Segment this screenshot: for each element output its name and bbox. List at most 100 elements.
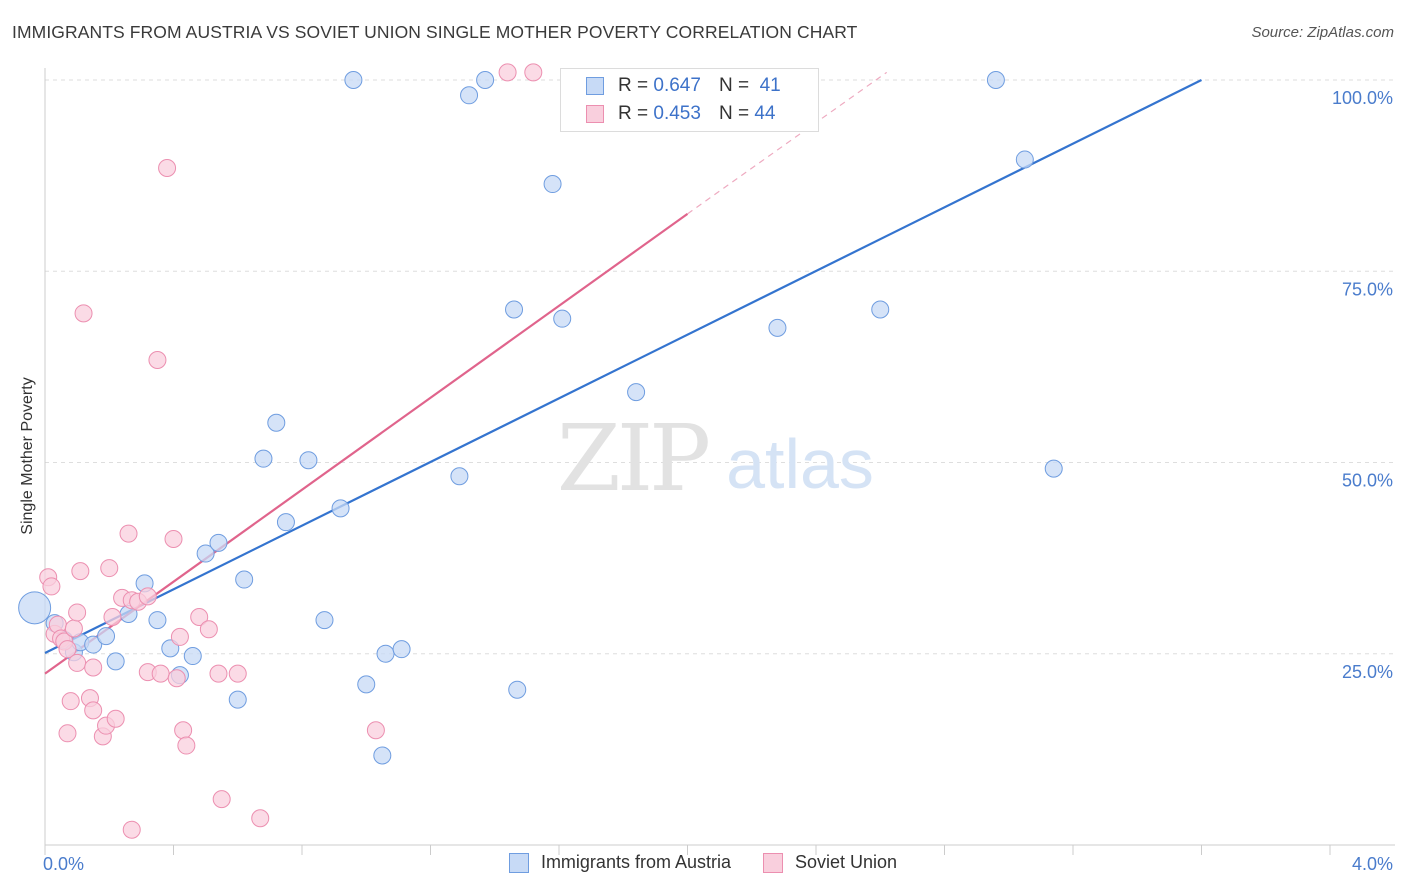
legend-label-austria: Immigrants from Austria: [540, 852, 731, 872]
r-value: 0.453: [653, 103, 701, 124]
n-value: 44: [754, 103, 776, 124]
tick-labels: 100.0% 75.0% 50.0% 25.0% 0.0% 4.0%: [43, 88, 1393, 874]
point-soviet: [251, 809, 270, 828]
point-austria: [267, 413, 286, 432]
point-soviet: [61, 692, 80, 711]
point-austria: [553, 309, 572, 328]
watermark-atlas: atlas: [726, 425, 874, 503]
point-austria: [18, 591, 52, 625]
point-soviet: [209, 664, 228, 683]
point-austria: [986, 71, 1005, 89]
swatch-austria: [586, 77, 604, 95]
swatch-soviet: [586, 105, 604, 123]
stats-row-austria: R = 0.647 N = 41: [586, 74, 781, 98]
point-soviet: [122, 820, 141, 839]
point-austria: [254, 449, 273, 468]
legend-item-austria[interactable]: Immigrants from Austria: [508, 852, 731, 873]
point-austria: [299, 451, 318, 470]
point-soviet: [524, 63, 543, 82]
point-austria: [357, 675, 376, 694]
point-austria: [235, 570, 254, 589]
y-axis-title: Single Mother Poverty: [19, 377, 36, 535]
point-austria: [183, 647, 202, 666]
point-soviet: [212, 790, 231, 809]
point-soviet: [58, 640, 77, 659]
r-value: 0.647: [653, 75, 701, 96]
point-soviet: [138, 587, 157, 606]
legend-item-soviet[interactable]: Soviet Union: [762, 852, 898, 873]
point-austria: [209, 533, 228, 552]
point-soviet: [199, 620, 218, 639]
point-soviet: [106, 709, 125, 728]
trend-line-austria: [44, 79, 1202, 654]
point-austria: [315, 611, 334, 630]
grid-lines: [45, 79, 1395, 655]
point-austria: [450, 467, 469, 486]
point-soviet: [100, 559, 119, 578]
point-austria: [97, 627, 116, 646]
y-tick-label: 25.0%: [1342, 662, 1393, 682]
point-austria: [1044, 459, 1063, 478]
point-soviet: [84, 658, 103, 677]
point-austria: [331, 499, 350, 518]
point-austria: [344, 71, 363, 89]
stats-row-soviet: R = 0.453 N = 44: [586, 102, 775, 126]
point-soviet: [164, 530, 183, 548]
point-soviet: [42, 577, 61, 596]
point-soviet: [158, 158, 177, 177]
point-soviet: [228, 664, 247, 683]
x-tick-label: 0.0%: [43, 854, 84, 874]
point-austria: [508, 680, 527, 699]
legend-swatch-soviet: [762, 852, 783, 873]
x-tick-label: 4.0%: [1352, 854, 1393, 874]
point-austria: [84, 635, 103, 654]
axes: [44, 68, 1395, 855]
series-legend: Immigrants from Austria Soviet Union: [0, 852, 1406, 873]
point-austria: [476, 71, 495, 89]
r-label: R =: [618, 75, 649, 96]
point-soviet: [167, 669, 186, 688]
point-soviet: [84, 701, 103, 720]
point-austria: [768, 318, 787, 337]
point-austria: [106, 652, 125, 671]
stats-legend: R = 0.647 N = 41 R = 0.453 N = 44: [560, 68, 819, 132]
point-soviet: [71, 562, 90, 581]
y-tick-label: 75.0%: [1342, 279, 1393, 299]
point-soviet: [177, 736, 196, 755]
y-tick-label: 50.0%: [1342, 471, 1393, 491]
point-soviet: [148, 350, 167, 369]
point-soviet: [190, 608, 209, 627]
point-soviet: [174, 721, 193, 740]
point-soviet: [68, 653, 87, 672]
watermark: ZIP atlas: [557, 405, 874, 512]
point-austria: [460, 86, 479, 105]
point-austria: [196, 544, 215, 563]
point-austria: [627, 383, 646, 402]
point-soviet: [103, 608, 122, 627]
point-austria: [376, 644, 395, 663]
legend-label-soviet: Soviet Union: [794, 852, 898, 872]
n-label: N =: [718, 103, 750, 124]
chart-source: Source: ZipAtlas.com: [1251, 24, 1394, 41]
point-austria: [373, 746, 392, 765]
point-soviet: [170, 627, 189, 646]
legend-swatch-austria: [508, 852, 529, 873]
n-label: N =: [718, 75, 750, 96]
point-soviet: [68, 603, 87, 622]
point-soviet: [64, 619, 83, 638]
point-austria: [228, 690, 247, 709]
chart-title: IMMIGRANTS FROM AUSTRIA VS SOVIET UNION …: [12, 22, 858, 42]
point-soviet: [119, 524, 138, 543]
point-soviet: [498, 63, 517, 82]
point-austria: [871, 300, 890, 319]
point-austria: [276, 513, 295, 532]
point-austria: [543, 175, 562, 194]
point-soviet: [74, 304, 93, 323]
point-soviet: [151, 664, 170, 683]
y-tick-label: 100.0%: [1332, 88, 1393, 108]
point-austria: [505, 300, 524, 319]
point-soviet: [58, 724, 77, 743]
r-label: R =: [618, 103, 649, 124]
trend-extension-soviet: [687, 71, 888, 215]
